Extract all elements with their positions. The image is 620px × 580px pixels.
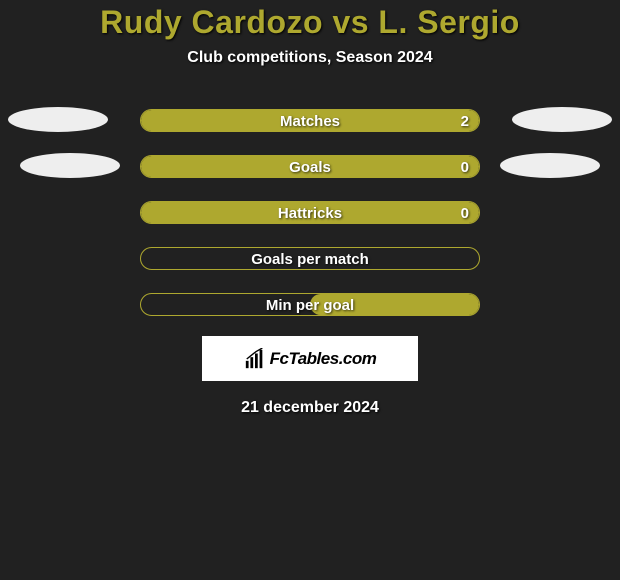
bar-goalspermatch: Goals per match xyxy=(140,247,480,270)
chart-icon xyxy=(244,348,266,370)
logo-text: FcTables.com xyxy=(270,349,377,369)
bar-label-minpergoal: Min per goal xyxy=(141,294,479,316)
bar-label-matches: Matches xyxy=(141,110,479,132)
player-left-marker-1 xyxy=(8,107,108,132)
comparison-infographic: Rudy Cardozo vs L. Sergio Club competiti… xyxy=(0,0,620,417)
bar-label-goals: Goals xyxy=(141,156,479,178)
stat-row-goalspermatch: Goals per match xyxy=(0,247,620,270)
player-right-marker-1 xyxy=(512,107,612,132)
bar-minpergoal: Min per goal xyxy=(140,293,480,316)
logo-box: FcTables.com xyxy=(202,336,418,381)
page-title: Rudy Cardozo vs L. Sergio xyxy=(100,4,520,41)
bar-label-hattricks: Hattricks xyxy=(141,202,479,224)
bar-goals: Goals 0 xyxy=(140,155,480,178)
bar-value-goals: 0 xyxy=(461,156,469,178)
bar-hattricks: Hattricks 0 xyxy=(140,201,480,224)
stat-row-matches: Matches 2 xyxy=(0,109,620,132)
date-text: 21 december 2024 xyxy=(241,399,379,417)
page-subtitle: Club competitions, Season 2024 xyxy=(187,49,432,67)
player-right-marker-2 xyxy=(500,153,600,178)
stats-area: Matches 2 Goals 0 Hattricks 0 xyxy=(0,109,620,316)
bar-value-hattricks: 0 xyxy=(461,202,469,224)
stat-row-hattricks: Hattricks 0 xyxy=(0,201,620,224)
player-left-marker-2 xyxy=(20,153,120,178)
bar-value-matches: 2 xyxy=(461,110,469,132)
stat-row-minpergoal: Min per goal xyxy=(0,293,620,316)
bar-matches: Matches 2 xyxy=(140,109,480,132)
bar-label-goalspermatch: Goals per match xyxy=(141,248,479,270)
stat-row-goals: Goals 0 xyxy=(0,155,620,178)
